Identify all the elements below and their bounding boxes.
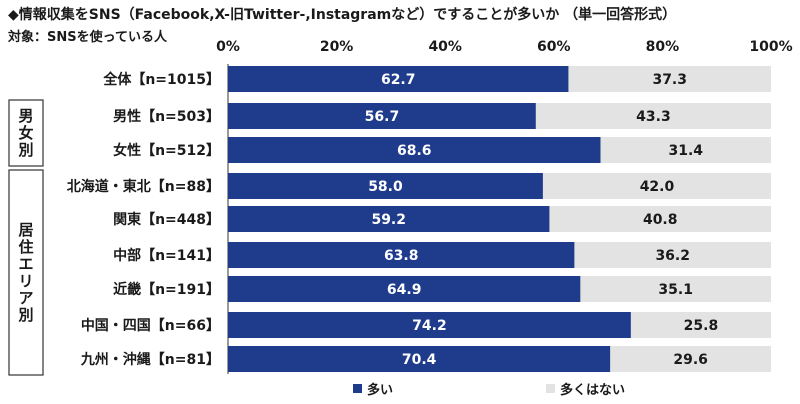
x-tick-label: 40% <box>428 39 462 55</box>
legend-item-series2: 多くはない <box>546 379 625 398</box>
category-label: 中部【n=141】 <box>113 247 220 264</box>
data-label: 31.4 <box>668 143 703 159</box>
bar-series2 <box>610 346 771 372</box>
x-tick-label: 0% <box>216 39 240 55</box>
bar-series2 <box>574 242 771 268</box>
category-label: 九州・沖縄【n=81】 <box>80 351 220 368</box>
group-bracket <box>8 169 44 376</box>
bar-series2 <box>580 276 771 302</box>
data-label: 35.1 <box>658 282 693 298</box>
data-label: 68.6 <box>397 143 432 159</box>
legend-item-series1: 多い <box>353 379 393 398</box>
bar-series1 <box>228 173 543 199</box>
data-label: 62.7 <box>381 72 416 88</box>
bar-series1 <box>228 137 601 163</box>
group-bracket <box>8 99 44 167</box>
category-label: 北海道・東北【n=88】 <box>67 178 220 195</box>
category-label: 男性【n=503】 <box>113 108 220 125</box>
data-label: 29.6 <box>673 352 708 368</box>
bar-series2 <box>549 206 771 232</box>
x-tick-label: 80% <box>646 39 680 55</box>
legend-label-series1: 多い <box>367 383 394 398</box>
data-label: 64.9 <box>387 282 422 298</box>
data-label: 40.8 <box>643 212 678 228</box>
group-label-char: 別 <box>17 141 33 159</box>
bar-series1 <box>228 242 575 268</box>
data-label: 42.0 <box>640 179 675 195</box>
bar-series1 <box>228 206 550 232</box>
data-label: 37.3 <box>652 72 687 88</box>
x-tick-label: 60% <box>537 39 571 55</box>
bar-series2 <box>535 103 771 129</box>
data-label: 43.3 <box>636 109 671 125</box>
data-label: 36.2 <box>655 248 690 264</box>
bar-series2 <box>568 66 771 92</box>
group-label-char: 別 <box>17 306 33 324</box>
x-tick-label: 100% <box>749 39 792 55</box>
bar-series1 <box>228 66 569 92</box>
group-label-char: 居 <box>18 221 33 239</box>
bar-series2 <box>630 312 771 338</box>
category-label: 中国・四国【n=66】 <box>81 317 220 334</box>
data-label: 25.8 <box>684 318 719 334</box>
category-label: 女性【n=512】 <box>113 142 220 159</box>
group-label-char: 男 <box>18 107 33 125</box>
group-label-char: ア <box>18 289 33 307</box>
legend-label-series2: 多くはない <box>560 383 626 398</box>
bar-series2 <box>542 173 771 199</box>
category-label: 関東【n=448】 <box>113 211 220 228</box>
data-label: 70.4 <box>402 352 437 368</box>
chart-title: ◆情報収集をSNS（Facebook,X-旧Twitter-,Instagram… <box>8 7 677 23</box>
bar-series1 <box>228 312 631 338</box>
bar-series2 <box>600 137 771 163</box>
bar-series1 <box>228 346 611 372</box>
data-label: 56.7 <box>365 109 400 125</box>
group-label-char: リ <box>18 272 33 290</box>
chart-subtitle: 対象：SNSを使っている人 <box>8 30 167 45</box>
category-label: 全体【n=1015】 <box>102 71 220 88</box>
data-label: 59.2 <box>371 212 406 228</box>
bar-series1 <box>228 276 581 302</box>
data-label: 74.2 <box>412 318 447 334</box>
data-label: 63.8 <box>384 248 419 264</box>
group-label-char: エ <box>18 255 33 273</box>
bar-series1 <box>228 103 536 129</box>
category-label: 近畿【n=191】 <box>113 281 220 298</box>
legend-swatch-series1 <box>353 384 362 393</box>
data-label: 58.0 <box>368 179 403 195</box>
group-label-char: 住 <box>18 238 33 256</box>
legend-swatch-series2 <box>546 384 555 393</box>
group-label-char: 女 <box>18 124 33 142</box>
x-tick-label: 20% <box>320 39 354 55</box>
